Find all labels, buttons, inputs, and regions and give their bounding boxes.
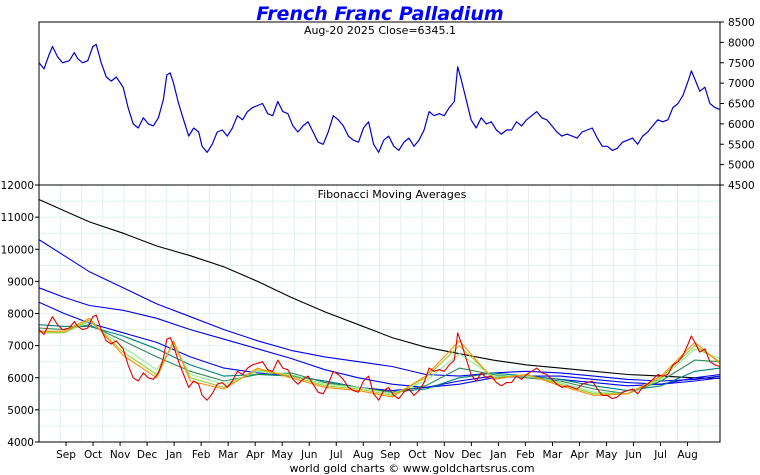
fibonacci-series bbox=[38, 198, 721, 401]
fib-y-tick-label: 7000 bbox=[7, 341, 34, 353]
fib-y-tick-label: 10000 bbox=[1, 244, 34, 256]
fib-y-tick-label: 12000 bbox=[1, 180, 34, 192]
x-tick-label: Jul bbox=[653, 449, 667, 461]
price-series bbox=[38, 43, 721, 153]
line-sma-89 bbox=[38, 287, 721, 388]
line-sma-21 bbox=[38, 324, 721, 395]
price-y-axis: 4500 5000 5500 6000 6500 7000 7500 8000 8500 bbox=[720, 17, 755, 192]
x-tick-label: Jul bbox=[329, 449, 343, 461]
x-tick-label: Mar bbox=[218, 449, 238, 461]
price-y-tick-label: 8000 bbox=[728, 37, 755, 49]
x-tick-label: Mar bbox=[543, 449, 563, 461]
price-panel-frame bbox=[38, 21, 721, 186]
x-tick-label: Feb bbox=[192, 449, 211, 461]
fib-y-tick-label: 6000 bbox=[7, 373, 34, 385]
chart-title: French Franc Palladium bbox=[256, 3, 503, 25]
price-y-tick-label: 7500 bbox=[728, 58, 755, 70]
line-sma-13 bbox=[38, 320, 721, 395]
fib-y-tick-label: 8000 bbox=[7, 309, 34, 321]
x-tick-label: Jan bbox=[165, 449, 182, 461]
x-tick-label: Jan bbox=[489, 449, 506, 461]
x-tick-label: Dec bbox=[461, 449, 482, 461]
line-sma-8 bbox=[39, 319, 721, 396]
fib-y-tick-label: 11000 bbox=[1, 212, 34, 224]
price-y-tick-label: 8500 bbox=[728, 17, 755, 29]
price-y-tick-label: 6000 bbox=[728, 119, 755, 131]
price-y-tick-label: 7000 bbox=[728, 78, 755, 90]
fibonacci-title: Fibonacci Moving Averages bbox=[318, 188, 467, 201]
price-y-tick-label: 5500 bbox=[728, 139, 755, 151]
fibonacci-y-axis: 4000 5000 6000 7000 8000 9000 10000 11000 12000 bbox=[1, 180, 39, 449]
month-x-axis: Sep Oct Nov Dec Jan Feb Mar Apr May Jun Jul Aug Sep O… bbox=[56, 442, 698, 461]
x-tick-label: Aug bbox=[353, 449, 374, 461]
price-y-tick-label: 4500 bbox=[728, 180, 755, 192]
x-tick-label: Nov bbox=[434, 449, 455, 461]
price-y-tick-label: 5000 bbox=[728, 160, 755, 172]
footer-credit: world gold charts © www.goldchartsrus.co… bbox=[289, 462, 534, 475]
fibonacci-panel: Fibonacci Moving Averages 4000 5000 6000 70… bbox=[1, 180, 721, 461]
chart-subtitle: Aug-20 2025 Close=6345.1 bbox=[304, 24, 456, 37]
x-tick-label: Oct bbox=[408, 449, 426, 461]
x-tick-label: Apr bbox=[570, 449, 589, 461]
x-tick-label: Dec bbox=[137, 449, 158, 461]
x-tick-label: Sep bbox=[380, 449, 400, 461]
line-sma-3 bbox=[38, 314, 721, 401]
x-tick-label: May bbox=[596, 449, 618, 461]
price-panel: 4500 5000 5500 6000 6500 7000 7500 8000 8500 bbox=[38, 17, 755, 192]
fib-y-tick-label: 9000 bbox=[7, 276, 34, 288]
x-tick-label: Feb bbox=[516, 449, 535, 461]
x-tick-label: Oct bbox=[84, 449, 102, 461]
price-y-tick-label: 6500 bbox=[728, 99, 755, 111]
line-sma-233 bbox=[38, 198, 721, 379]
x-tick-label: Jun bbox=[300, 449, 317, 461]
fibonacci-grid bbox=[39, 185, 720, 442]
x-tick-label: Aug bbox=[677, 449, 698, 461]
fib-y-tick-label: 5000 bbox=[7, 405, 34, 417]
x-tick-label: May bbox=[271, 449, 293, 461]
fib-y-tick-label: 4000 bbox=[7, 437, 34, 449]
line-sma-55 bbox=[38, 301, 721, 392]
x-tick-label: Nov bbox=[110, 449, 131, 461]
x-tick-label: Sep bbox=[56, 449, 76, 461]
x-tick-label: Jun bbox=[624, 449, 641, 461]
price-line bbox=[38, 43, 721, 153]
x-tick-label: Apr bbox=[246, 449, 265, 461]
line-sma-144 bbox=[38, 239, 721, 382]
